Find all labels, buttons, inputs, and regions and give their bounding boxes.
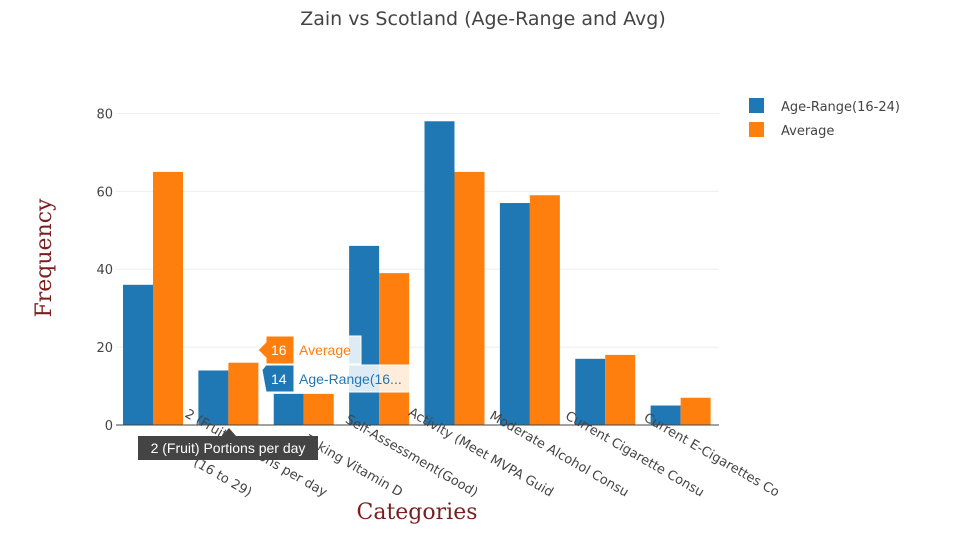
legend-swatch[interactable] <box>749 122 764 137</box>
hover-average-name: Average <box>299 342 351 358</box>
y-tick-label: 40 <box>96 263 113 278</box>
x-tick-label: (16 to 29) <box>191 455 254 500</box>
legend-label[interactable]: Age-Range(16-24) <box>781 100 900 115</box>
bar-average-3[interactable] <box>379 273 410 425</box>
hover-age-name: Age-Range(16... <box>299 371 402 387</box>
hover-age-value: 14 <box>271 371 287 387</box>
y-axis-title: Frequency <box>32 198 57 318</box>
legend-label[interactable]: Average <box>781 124 834 139</box>
y-tick-label: 0 <box>105 419 113 434</box>
bar-average-5[interactable] <box>529 195 560 425</box>
y-tick-label: 60 <box>96 185 113 200</box>
bar-series <box>123 121 711 426</box>
bar-average-7[interactable] <box>680 397 711 425</box>
bar-age-range-1[interactable] <box>198 370 229 425</box>
bar-age-range-2[interactable] <box>273 393 304 425</box>
hover-tooltip-average: 16 Average <box>257 335 362 365</box>
y-tick-label: 20 <box>96 341 113 356</box>
hover-category-text: 2 (Fruit) Portions per day <box>151 440 306 456</box>
bar-age-range-4[interactable] <box>424 121 455 426</box>
hover-average-value: 16 <box>271 342 287 358</box>
legend-swatch[interactable] <box>749 98 764 113</box>
y-tick-label: 80 <box>96 107 113 122</box>
bar-age-range-6[interactable] <box>575 358 606 425</box>
legend[interactable]: Age-Range(16-24) Average <box>749 98 900 139</box>
bar-age-range-3[interactable] <box>349 245 380 425</box>
y-axis: 0 20 40 60 80 <box>96 107 113 434</box>
hover-category-label: 2 (Fruit) Portions per day <box>138 428 318 460</box>
bar-average-0[interactable] <box>153 171 183 425</box>
bar-average-1[interactable] <box>228 362 259 425</box>
bar-age-range-5[interactable] <box>499 203 530 425</box>
hover-tooltip-age-range: 14 Age-Range(16... <box>261 364 419 393</box>
bar-average-4[interactable] <box>454 171 485 425</box>
x-tick-label: Current E-Cigarettes Co <box>641 410 782 500</box>
bar-average-2[interactable] <box>303 393 334 425</box>
chart-title: Zain vs Scotland (Age-Range and Avg) <box>300 8 666 30</box>
grid-lines <box>116 112 719 348</box>
bar-age-range-0[interactable] <box>123 284 153 425</box>
bar-age-range-7[interactable] <box>650 405 681 425</box>
x-axis-title: Categories <box>357 500 478 525</box>
bar-average-6[interactable] <box>605 354 636 425</box>
